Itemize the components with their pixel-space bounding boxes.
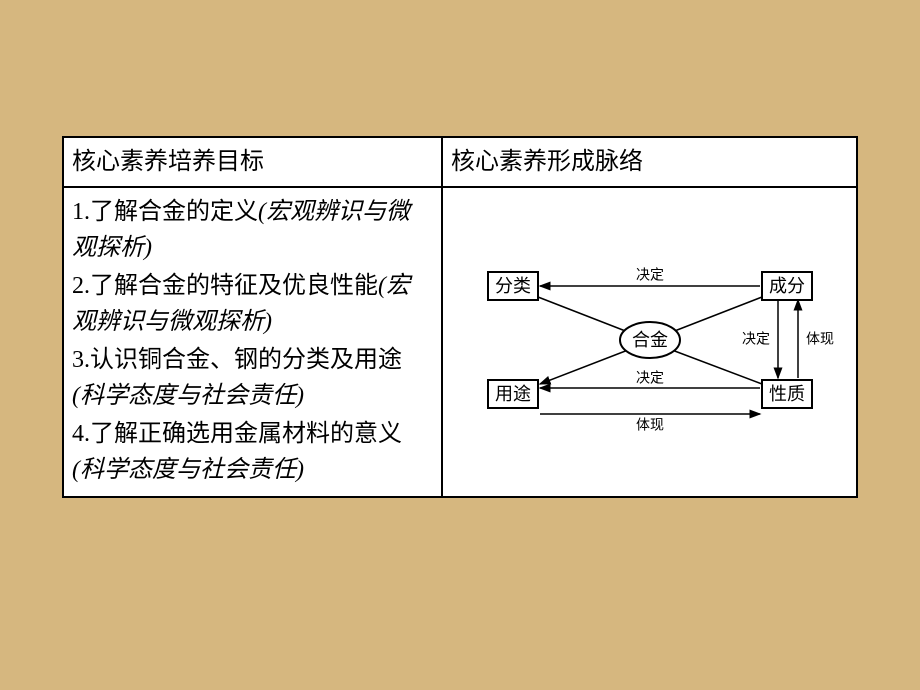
center-label: 合金 bbox=[632, 330, 668, 350]
goal-text: .了解正确选用金属材料的意义 bbox=[84, 421, 402, 447]
node-label: 分类 bbox=[495, 276, 531, 296]
header-context: 核心素养形成脉络 bbox=[443, 138, 856, 186]
concept-diagram: 决定 决定 体现 决定 体现 合金 bbox=[450, 242, 850, 442]
table-header-row: 核心素养培养目标 核心素养形成脉络 bbox=[64, 138, 856, 188]
goal-text: .了解合金的定义 bbox=[84, 199, 258, 225]
objectives-table: 核心素养培养目标 核心素养形成脉络 1.了解合金的定义(宏观辨识与微观探析) 2… bbox=[62, 136, 858, 498]
edge-label: 决定 bbox=[636, 371, 664, 387]
goal-item: 2.了解合金的特征及优良性能(宏观辨识与微观探析) bbox=[72, 268, 433, 340]
edge-label: 决定 bbox=[742, 332, 770, 348]
goals-cell: 1.了解合金的定义(宏观辨识与微观探析) 2.了解合金的特征及优良性能(宏观辨识… bbox=[64, 188, 443, 496]
goal-note: (科学态度与社会责任) bbox=[72, 383, 304, 409]
goal-num: 3 bbox=[72, 347, 84, 373]
goal-text: .认识铜合金、钢的分类及用途 bbox=[84, 347, 402, 373]
goal-text: .了解合金的特征及优良性能 bbox=[84, 273, 378, 299]
goal-num: 4 bbox=[72, 421, 84, 447]
goal-note: (科学态度与社会责任) bbox=[72, 457, 304, 483]
edge-label: 体现 bbox=[636, 418, 664, 434]
table-body-row: 1.了解合金的定义(宏观辨识与微观探析) 2.了解合金的特征及优良性能(宏观辨识… bbox=[64, 188, 856, 496]
edge-label: 体现 bbox=[806, 332, 834, 348]
goal-item: 1.了解合金的定义(宏观辨识与微观探析) bbox=[72, 194, 433, 266]
node-label: 成分 bbox=[769, 276, 805, 296]
goal-num: 1 bbox=[72, 199, 84, 225]
edge-label: 决定 bbox=[636, 268, 664, 284]
header-goals: 核心素养培养目标 bbox=[64, 138, 443, 186]
goal-item: 4.了解正确选用金属材料的意义 (科学态度与社会责任) bbox=[72, 416, 433, 488]
diagram-cell: 决定 决定 体现 决定 体现 合金 bbox=[443, 188, 856, 496]
goal-num: 2 bbox=[72, 273, 84, 299]
node-label: 用途 bbox=[495, 384, 531, 404]
node-label: 性质 bbox=[769, 384, 805, 404]
goal-item: 3.认识铜合金、钢的分类及用途 (科学态度与社会责任) bbox=[72, 342, 433, 414]
